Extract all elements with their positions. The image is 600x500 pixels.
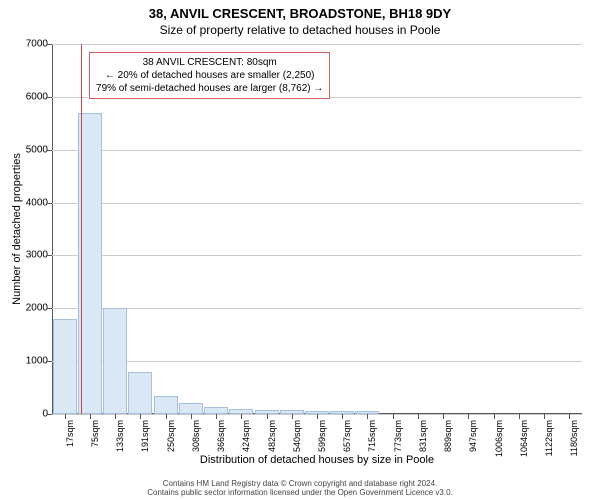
x-tick-label: 75sqm xyxy=(90,420,100,447)
y-tick-mark xyxy=(47,97,52,98)
y-tick-label: 6000 xyxy=(26,91,48,102)
x-tick-mark xyxy=(140,414,141,419)
x-tick-label: 1180sqm xyxy=(569,420,579,456)
y-tick-label: 3000 xyxy=(26,250,48,261)
x-tick-mark xyxy=(342,414,343,419)
chart-subtitle: Size of property relative to detached ho… xyxy=(0,21,600,41)
x-tick-label: 250sqm xyxy=(166,420,176,452)
annotation-line: 38 ANVIL CRESCENT: 80sqm xyxy=(96,56,323,69)
x-tick-label: 831sqm xyxy=(418,420,428,452)
histogram-bar xyxy=(103,308,127,414)
x-tick-label: 540sqm xyxy=(292,420,302,452)
x-tick-mark xyxy=(267,414,268,419)
y-tick-mark xyxy=(47,361,52,362)
x-tick-mark xyxy=(494,414,495,419)
x-tick-mark xyxy=(418,414,419,419)
y-tick-mark xyxy=(47,308,52,309)
x-tick-label: 133sqm xyxy=(115,420,125,452)
histogram-bar xyxy=(179,403,203,414)
x-tick-label: 773sqm xyxy=(393,420,403,452)
x-tick-mark xyxy=(544,414,545,419)
annotation-line: 79% of semi-detached houses are larger (… xyxy=(96,82,323,95)
x-tick-label: 366sqm xyxy=(216,420,226,452)
x-tick-mark xyxy=(191,414,192,419)
x-tick-label: 715sqm xyxy=(367,420,377,452)
histogram-bar xyxy=(53,319,77,414)
grid-line xyxy=(52,308,582,309)
histogram-bar xyxy=(204,407,228,414)
x-tick-label: 657sqm xyxy=(342,420,352,452)
x-tick-label: 191sqm xyxy=(140,420,150,452)
grid-line xyxy=(52,150,582,151)
x-tick-mark xyxy=(90,414,91,419)
x-tick-mark xyxy=(367,414,368,419)
plot-area: 0100020003000400050006000700017sqm75sqm1… xyxy=(52,44,582,414)
chart-container: 38, ANVIL CRESCENT, BROADSTONE, BH18 9DY… xyxy=(0,0,600,500)
x-tick-label: 1064sqm xyxy=(519,420,529,457)
y-tick-label: 1000 xyxy=(26,356,48,367)
x-tick-mark xyxy=(65,414,66,419)
histogram-bar xyxy=(128,372,152,414)
histogram-bar xyxy=(154,396,178,415)
footer-line: Contains public sector information licen… xyxy=(0,488,600,498)
y-tick-label: 5000 xyxy=(26,144,48,155)
y-tick-mark xyxy=(47,255,52,256)
x-tick-label: 17sqm xyxy=(65,420,75,447)
x-tick-label: 599sqm xyxy=(317,420,327,452)
x-tick-mark xyxy=(393,414,394,419)
x-tick-label: 482sqm xyxy=(267,420,277,452)
x-tick-mark xyxy=(468,414,469,419)
x-tick-label: 1122sqm xyxy=(544,420,554,456)
y-tick-label: 2000 xyxy=(26,303,48,314)
x-tick-mark xyxy=(166,414,167,419)
y-tick-mark xyxy=(47,150,52,151)
x-tick-label: 308sqm xyxy=(191,420,201,452)
annotation-line: ← 20% of detached houses are smaller (2,… xyxy=(96,69,323,82)
x-tick-mark xyxy=(216,414,217,419)
y-tick-mark xyxy=(47,414,52,415)
grid-line xyxy=(52,44,582,45)
grid-line xyxy=(52,361,582,362)
x-tick-mark xyxy=(443,414,444,419)
x-tick-label: 424sqm xyxy=(241,420,251,452)
x-tick-mark xyxy=(519,414,520,419)
x-axis-title: Distribution of detached houses by size … xyxy=(52,454,582,466)
x-tick-label: 1006sqm xyxy=(494,420,504,457)
chart-title: 38, ANVIL CRESCENT, BROADSTONE, BH18 9DY xyxy=(0,0,600,21)
y-tick-label: 7000 xyxy=(26,39,48,50)
x-tick-label: 889sqm xyxy=(443,420,453,452)
y-tick-mark xyxy=(47,44,52,45)
x-tick-mark xyxy=(569,414,570,419)
x-tick-label: 947sqm xyxy=(468,420,478,452)
annotation-box: 38 ANVIL CRESCENT: 80sqm← 20% of detache… xyxy=(89,52,330,99)
x-tick-mark xyxy=(241,414,242,419)
x-tick-mark xyxy=(317,414,318,419)
grid-line xyxy=(52,203,582,204)
property-marker-line xyxy=(81,44,82,414)
y-tick-label: 4000 xyxy=(26,197,48,208)
y-axis-title: Number of detached properties xyxy=(10,44,24,414)
footer-attribution: Contains HM Land Registry data © Crown c… xyxy=(0,479,600,498)
x-tick-mark xyxy=(292,414,293,419)
grid-line xyxy=(52,255,582,256)
y-tick-mark xyxy=(47,203,52,204)
footer-line: Contains HM Land Registry data © Crown c… xyxy=(0,479,600,489)
x-tick-mark xyxy=(115,414,116,419)
